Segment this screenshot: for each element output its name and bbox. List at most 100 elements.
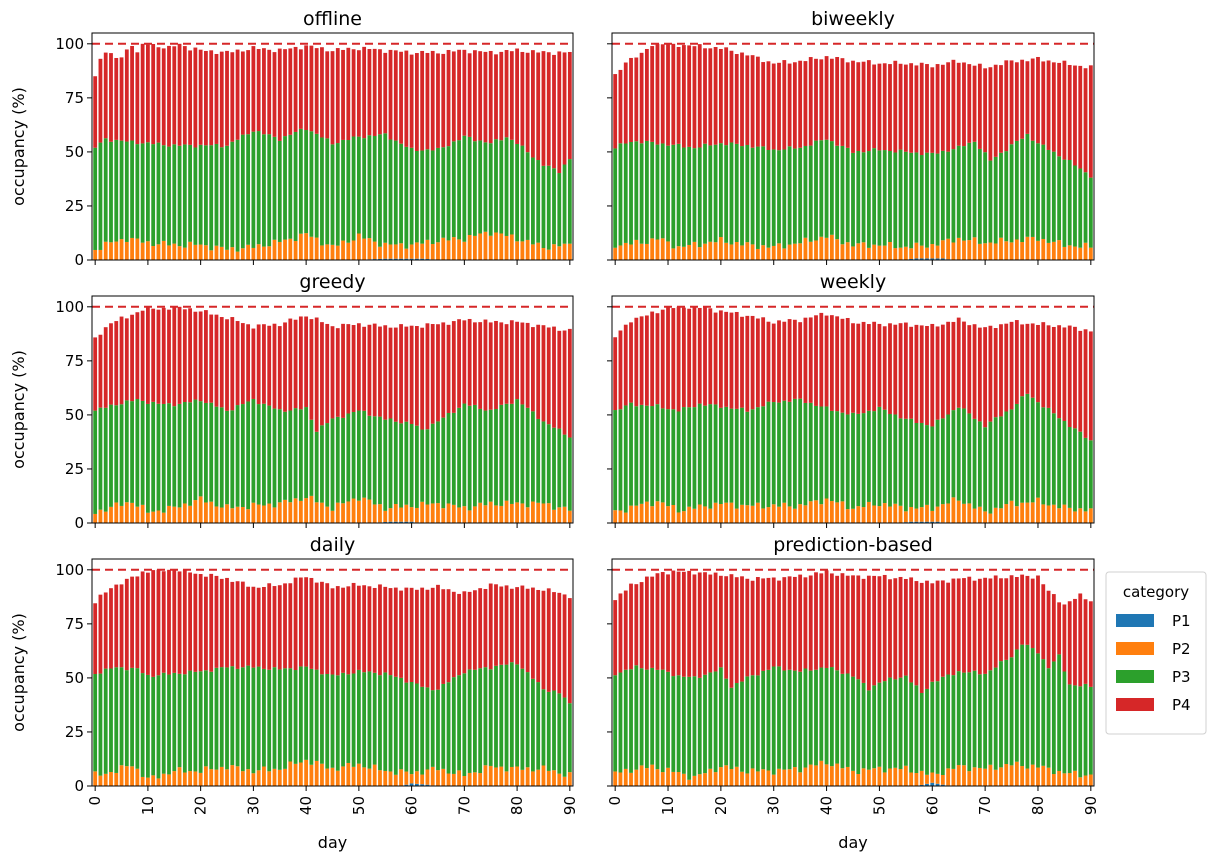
bar-p4-day-27 <box>755 577 760 676</box>
y-tick-label: 75 <box>65 615 84 633</box>
bar-p2-day-26 <box>750 505 755 523</box>
bar-p3-day-66 <box>962 672 966 766</box>
bar-p2-day-40 <box>824 498 829 523</box>
bar-p4-day-73 <box>999 65 1003 153</box>
bar-p2-day-4 <box>114 241 119 260</box>
bar-p3-day-33 <box>787 401 792 507</box>
bar-p2-day-11 <box>151 775 156 786</box>
bar-p2-day-61 <box>935 506 940 522</box>
bar-p2-day-51 <box>362 767 367 786</box>
bar-p2-day-49 <box>872 768 877 786</box>
bar-p4-day-5 <box>639 582 644 669</box>
bar-p2-day-26 <box>230 508 235 523</box>
bar-p2-day-68 <box>451 773 456 786</box>
bar-p2-day-51 <box>362 238 367 260</box>
bar-p3-day-3 <box>109 668 113 773</box>
bar-p2-day-84 <box>536 242 541 260</box>
bar-p3-day-60 <box>930 152 935 245</box>
bar-p2-day-86 <box>1067 245 1072 260</box>
bar-p2-day-20 <box>198 772 203 786</box>
bar-p4-day-14 <box>167 45 171 147</box>
bar-p2-day-7 <box>130 502 134 523</box>
bar-p4-day-6 <box>124 49 129 142</box>
bar-p2-day-24 <box>740 504 744 523</box>
bar-p3-day-76 <box>494 139 498 233</box>
bar-p4-day-0 <box>613 74 618 149</box>
bar-p2-day-63 <box>425 769 430 785</box>
bar-p3-day-8 <box>135 668 140 769</box>
bar-p4-day-73 <box>478 51 483 141</box>
bar-p3-day-38 <box>814 405 818 501</box>
bar-p3-day-82 <box>1046 407 1051 506</box>
bar-p3-day-61 <box>414 425 419 508</box>
bar-p4-day-58 <box>919 582 924 693</box>
bar-p4-day-41 <box>309 319 314 420</box>
bar-p4-day-49 <box>872 575 877 686</box>
bar-p2-day-57 <box>914 508 919 522</box>
bar-p2-day-18 <box>188 241 192 260</box>
bar-p3-day-20 <box>718 143 723 238</box>
bar-p2-day-63 <box>425 504 430 523</box>
bar-p2-day-53 <box>893 503 898 523</box>
bar-p2-day-19 <box>193 244 198 260</box>
bar-p3-day-20 <box>198 144 203 245</box>
bar-p4-day-79 <box>509 588 514 663</box>
bar-p4-day-5 <box>639 52 644 144</box>
bar-p3-day-78 <box>504 403 509 501</box>
bar-p4-day-84 <box>1057 602 1062 655</box>
bar-p4-day-75 <box>1009 575 1014 658</box>
bar-p3-day-68 <box>451 141 456 238</box>
y-tick-label: 50 <box>65 406 84 424</box>
bar-p3-day-54 <box>898 418 903 506</box>
bar-p3-day-16 <box>177 673 182 768</box>
bar-p3-day-30 <box>251 398 256 503</box>
bar-p4-day-43 <box>840 573 845 674</box>
bar-p4-day-62 <box>940 324 945 419</box>
bar-p3-day-69 <box>977 674 982 768</box>
bar-p3-day-51 <box>362 410 367 498</box>
bar-p3-day-12 <box>676 675 681 773</box>
bar-p4-day-53 <box>893 60 898 153</box>
bar-p4-day-6 <box>644 315 649 406</box>
bar-p2-day-3 <box>629 244 633 260</box>
bar-p3-day-3 <box>109 141 113 243</box>
bar-p2-day-79 <box>1030 502 1035 523</box>
bar-p3-day-12 <box>676 143 681 247</box>
bar-p2-day-5 <box>639 765 644 786</box>
bar-p2-day-71 <box>467 510 472 523</box>
bar-p3-day-83 <box>1051 413 1056 505</box>
bar-p3-day-52 <box>367 415 372 500</box>
bar-p3-day-70 <box>462 403 467 507</box>
bar-p4-day-85 <box>541 590 546 690</box>
bar-p3-day-26 <box>230 666 235 766</box>
bar-p4-day-41 <box>829 58 834 142</box>
bar-p2-day-75 <box>488 765 493 786</box>
bar-p3-day-22 <box>729 142 734 245</box>
bar-p2-day-29 <box>246 509 251 523</box>
bar-p3-day-50 <box>356 669 361 764</box>
axes-frame <box>91 558 574 787</box>
bar-p3-day-14 <box>167 146 171 246</box>
x-tick-label: 20 <box>712 796 730 815</box>
bar-p3-day-18 <box>188 144 192 242</box>
bar-p2-day-71 <box>988 242 993 260</box>
bar-p3-day-37 <box>808 670 813 765</box>
bar-p2-day-45 <box>851 770 855 786</box>
bar-p3-day-86 <box>1067 160 1072 246</box>
bar-p4-day-71 <box>988 578 993 671</box>
bar-p3-day-68 <box>972 418 977 509</box>
bar-p2-day-25 <box>745 505 750 523</box>
bar-p3-day-69 <box>457 140 461 240</box>
bar-p2-day-23 <box>214 506 219 523</box>
bar-p2-day-56 <box>388 508 393 522</box>
bar-p3-day-13 <box>161 145 166 241</box>
bar-p4-day-23 <box>734 577 739 684</box>
bar-p3-day-76 <box>1014 649 1019 762</box>
bar-p2-day-81 <box>520 769 525 786</box>
bar-p2-day-59 <box>925 247 929 259</box>
bar-p4-day-31 <box>256 587 261 667</box>
bar-p4-day-48 <box>866 324 871 411</box>
bar-p2-day-49 <box>351 498 356 523</box>
bar-p2-day-21 <box>724 765 729 786</box>
bar-p4-day-56 <box>388 49 393 140</box>
